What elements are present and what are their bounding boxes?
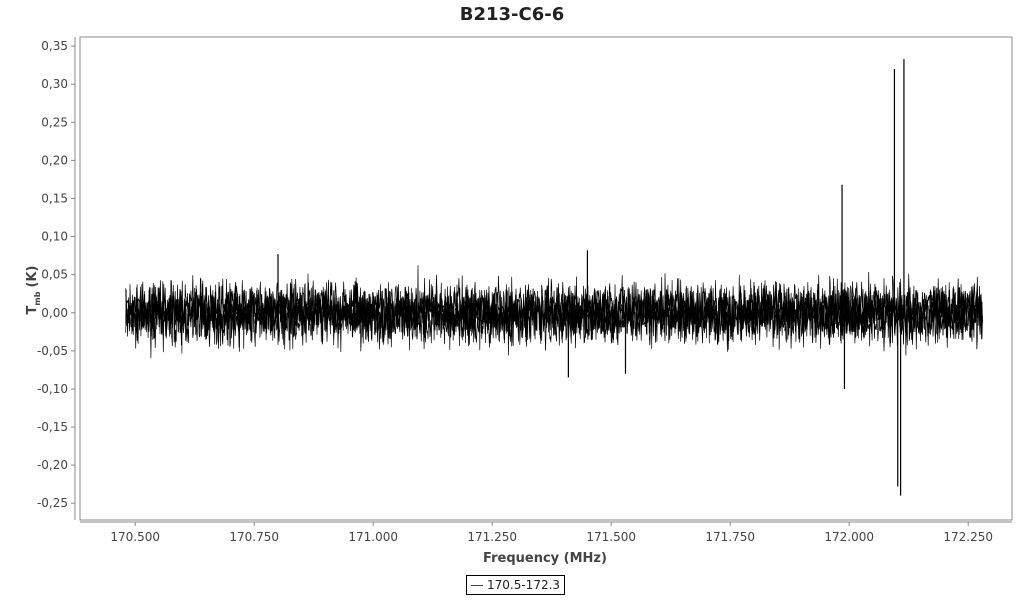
y-tick-label: -0,25 <box>37 496 68 510</box>
legend-swatch <box>471 585 483 586</box>
x-tick-label: 171.000 <box>348 530 398 544</box>
y-tick-label: -0,10 <box>37 382 68 396</box>
y-tick-label: -0,05 <box>37 344 68 358</box>
x-tick-label: 171.750 <box>705 530 755 544</box>
y-axis-label: Tmb (K) <box>25 266 42 315</box>
legend[interactable]: 170.5-172.3 <box>466 575 566 595</box>
y-tick-label: 0,20 <box>41 153 68 167</box>
y-label-main: T <box>25 305 40 314</box>
y-tick-label: 0,10 <box>41 230 68 244</box>
chart-title: B213-C6-6 <box>459 4 565 25</box>
plot-frame <box>79 36 1013 521</box>
y-tick-label: 0,15 <box>41 192 68 206</box>
y-tick-label: -0,15 <box>37 420 68 434</box>
y-label-sub: mb <box>33 291 42 305</box>
x-tick-label: 170.750 <box>229 530 279 544</box>
x-axis-label: Frequency (MHz) <box>483 551 607 566</box>
x-tick-label: 172.250 <box>943 530 993 544</box>
y-tick-label: 0,05 <box>41 268 68 282</box>
x-tick-label: 171.250 <box>467 530 517 544</box>
y-tick-label: 0,25 <box>41 115 68 129</box>
y-tick-label: 0,00 <box>41 306 68 320</box>
series-line <box>125 265 983 343</box>
x-tick-label: 172.000 <box>824 530 874 544</box>
legend-label: 170.5-172.3 <box>487 578 561 592</box>
x-tick-label: 171.500 <box>586 530 636 544</box>
y-tick-label: -0,20 <box>37 458 68 472</box>
y-label-unit: (K) <box>25 266 40 288</box>
y-tick-label: 0,30 <box>41 77 68 91</box>
y-tick-label: 0,35 <box>41 39 68 53</box>
svg-text:Tmb(K): Tmb (K) <box>25 266 42 315</box>
x-tick-label: 170.500 <box>110 530 160 544</box>
